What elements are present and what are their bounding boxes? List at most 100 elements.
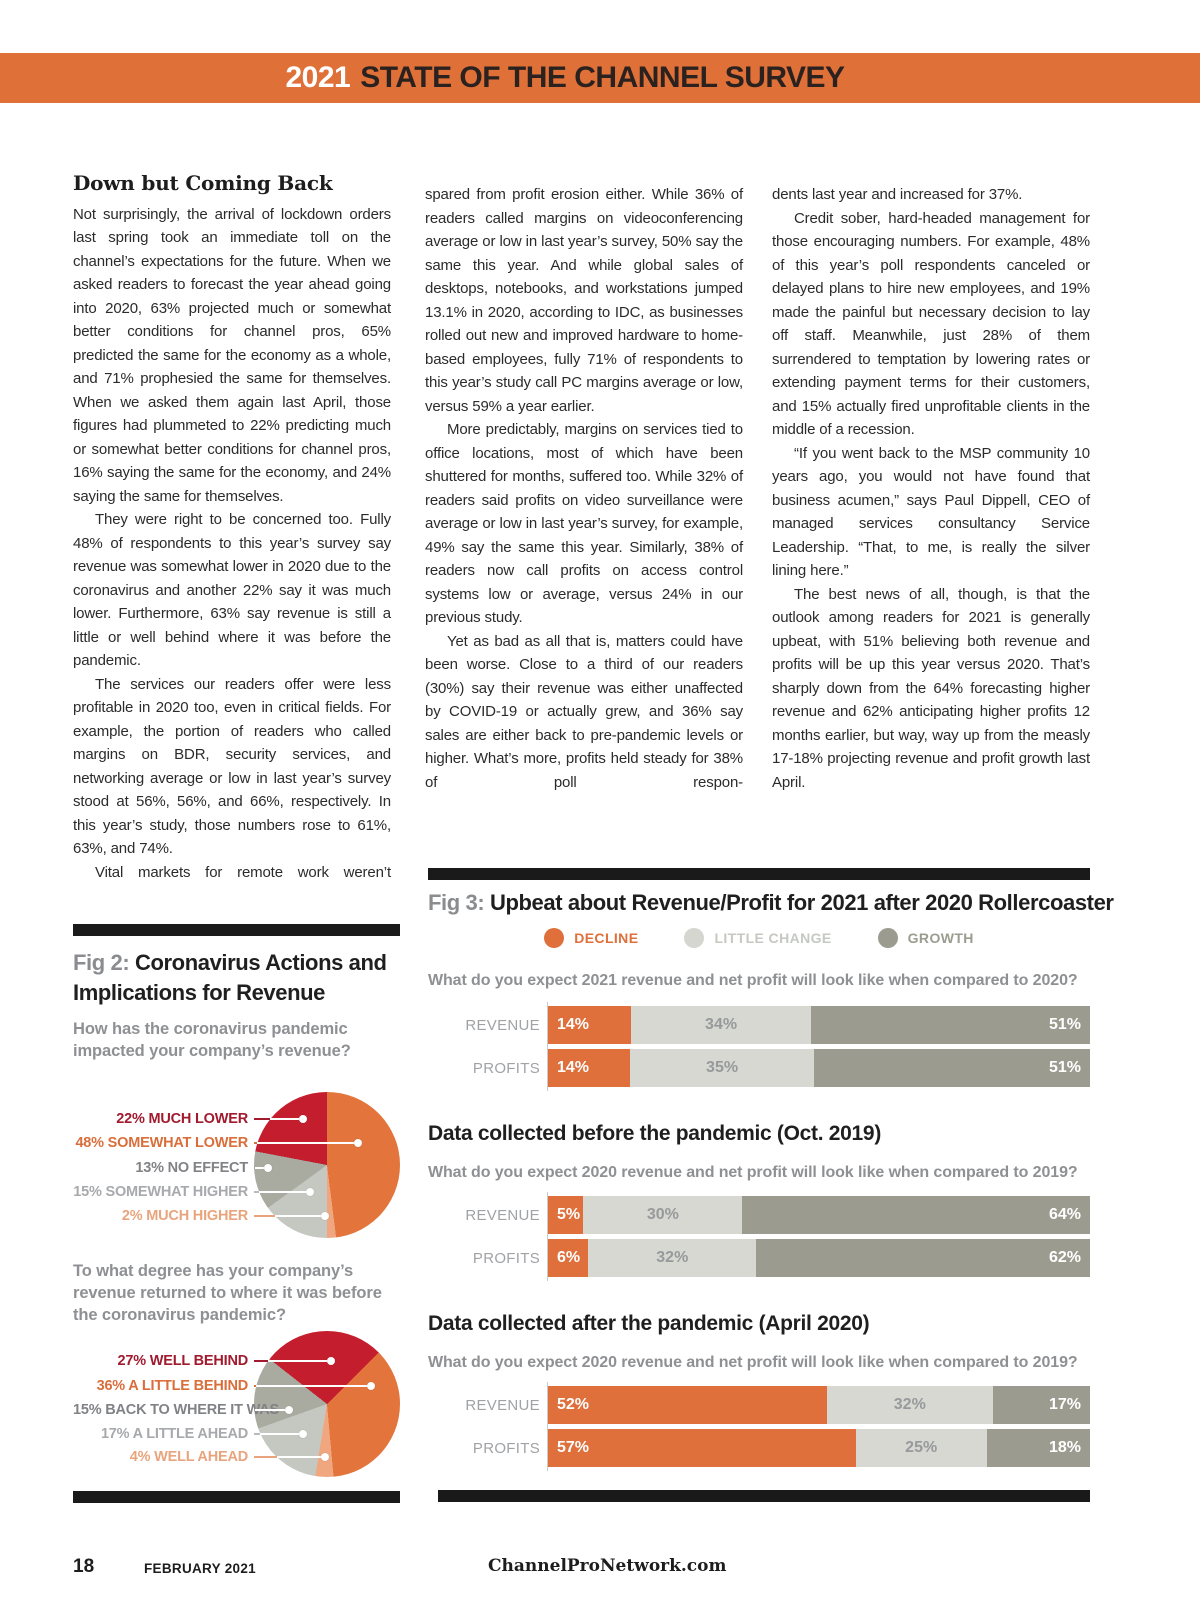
stacked-bar: 5% 30% 64% (548, 1196, 1090, 1234)
paragraph: The services our readers offer were less… (73, 675, 391, 858)
bar-segment-decline: 52% (548, 1386, 827, 1424)
figure-2-label: Fig 2: (73, 950, 130, 975)
pie-2-question: To what degree has your company’s revenu… (73, 1262, 382, 1324)
paragraph: Yet as bad as all that is, matters could… (425, 632, 743, 791)
leader-dot (306, 1188, 314, 1196)
website: ChannelProNetwork.com (488, 1556, 727, 1576)
legend-dot-little-change (684, 928, 705, 948)
leader-dot (321, 1212, 329, 1220)
leader-dot (367, 1382, 375, 1390)
bar-segment-decline: 5% (548, 1196, 584, 1234)
pie-slice-row: 2% MUCH HIGHER (73, 1204, 329, 1228)
bar-segment-decline: 14% (548, 1049, 631, 1087)
legend-label: DECLINE (574, 930, 639, 946)
leader-line (254, 1215, 321, 1217)
legend-item-decline: DECLINE (544, 928, 638, 948)
pie-slice-row: 4% WELL AHEAD (73, 1445, 329, 1469)
legend-label: GROWTH (907, 930, 974, 946)
legend-dot-decline (544, 928, 565, 948)
leader-line (254, 1118, 299, 1120)
figure-2-title-text: Coronavirus Actions and Implications for… (73, 950, 387, 1005)
leader-dot (299, 1115, 307, 1123)
leader-line (254, 1360, 327, 1362)
leader-line (254, 1433, 299, 1435)
banner-text: 2021 STATE OF THE CHANNEL SURVEY (285, 61, 845, 95)
figure-3-label: Fig 3: (428, 890, 485, 915)
pie-slice-label: 13% NO EFFECT (135, 1160, 248, 1176)
bar-row-label: REVENUE (465, 1396, 540, 1414)
paragraph: dents last year and increased for 37%. (772, 186, 1023, 203)
stacked-bar: 6% 32% 62% (548, 1239, 1090, 1277)
leader-dot (354, 1139, 362, 1147)
pie-slice-label: 36% A LITTLE BEHIND (96, 1378, 249, 1394)
stacked-bar: 14% 34% 51% (548, 1006, 1090, 1044)
bar-segment-decline: 6% (548, 1239, 589, 1277)
figure-2-top-rule (73, 924, 400, 936)
stacked-bar: 52% 32% 17% (548, 1386, 1090, 1424)
article-heading: Down but Coming Back (73, 171, 333, 195)
figure-2-bottom-rule (73, 1491, 400, 1503)
bar-row: PROFITS 57% 25% 18% (428, 1429, 1090, 1467)
page-number: 18 (73, 1556, 95, 1577)
bar-row-label: PROFITS (472, 1059, 540, 1077)
pie-chart-revenue-recovery (254, 1331, 400, 1477)
section-heading-after-pandemic: Data collected after the pandemic (April… (428, 1312, 870, 1335)
leader-line (254, 1409, 285, 1411)
bar-segment-growth: 51% (811, 1006, 1090, 1044)
figure-3: Fig 3: Upbeat about Revenue/Profit for 2… (428, 866, 1114, 1516)
pie-slice-label: 2% MUCH HIGHER (121, 1208, 248, 1224)
leader-line (254, 1142, 354, 1144)
figure-3-title: Fig 3: Upbeat about Revenue/Profit for 2… (428, 888, 1114, 918)
pie-1-question: How has the coronavirus pandemic impacte… (73, 1020, 351, 1060)
pie-slice-label: 17% A LITTLE AHEAD (100, 1426, 248, 1442)
stacked-bar: 14% 35% 51% (548, 1049, 1090, 1087)
leader-dot (327, 1357, 335, 1365)
pie-chart-1-area: 22% MUCH LOWER 48% SOMEWHAT LOWER 13% NO… (73, 1082, 400, 1248)
pie-slice-row: 13% NO EFFECT (73, 1156, 272, 1180)
figure-3-title-text: Upbeat about Revenue/Profit for 2021 aft… (489, 890, 1114, 915)
bar-row-label: PROFITS (472, 1439, 540, 1457)
paragraph: Not surprisingly, the arrival of lockdow… (73, 205, 391, 505)
figure-3-top-rule (428, 868, 1090, 880)
leader-line (254, 1456, 321, 1458)
bar-segment-growth: 18% (986, 1429, 1090, 1467)
pie-slice-row: 22% MUCH LOWER (73, 1107, 307, 1131)
paragraph: Credit sober, hard-headed management for… (772, 209, 1090, 439)
bar-segment-growth: 51% (813, 1049, 1090, 1087)
pie-slice-label: 4% WELL AHEAD (129, 1449, 248, 1465)
paragraph: Vital markets for remote work weren’t (95, 863, 391, 881)
pie-slice-row: 15% SOMEWHAT HIGHER (73, 1180, 314, 1204)
bar-chart-2-question: What do you expect 2020 revenue and net … (428, 1164, 1078, 1181)
legend-item-little-change: LITTLE CHANGE (684, 928, 831, 948)
bar-row: REVENUE 5% 30% 64% (428, 1196, 1090, 1234)
bar-segment-decline: 14% (548, 1006, 632, 1044)
figure-2-title: Fig 2: Coronavirus Actions and Implicati… (73, 948, 400, 1008)
legend-item-growth: GROWTH (877, 928, 974, 948)
pie-slice-label: 48% SOMEWHAT LOWER (75, 1135, 248, 1151)
pie-slice-label: 15% SOMEWHAT HIGHER (73, 1184, 248, 1200)
bar-segment-decline: 57% (548, 1429, 856, 1467)
paragraph: They were right to be concerned too. Ful… (73, 511, 391, 669)
paragraph: spared from profit erosion either. While… (425, 186, 743, 415)
bar-segment-growth: 64% (742, 1196, 1090, 1234)
banner-title: STATE OF THE CHANNEL SURVEY (360, 61, 845, 94)
article-column-2: spared from profit erosion either. While… (425, 183, 743, 794)
paragraph: “If you went back to the MSP community 1… (772, 444, 1090, 580)
pie-slice-label: 22% MUCH LOWER (116, 1111, 248, 1127)
figure-3-bottom-rule (438, 1490, 1090, 1502)
bar-segment-little-change: 25% (855, 1429, 987, 1467)
pie-slice-row: 27% WELL BEHIND (73, 1349, 335, 1373)
article-column-3: dents last year and increased for 37%. C… (772, 183, 1090, 794)
stacked-bar: 57% 25% 18% (548, 1429, 1090, 1467)
leader-dot (321, 1453, 329, 1461)
bar-segment-growth: 17% (992, 1386, 1090, 1424)
paragraph: More predictably, margins on services ti… (425, 421, 743, 626)
bar-chart-2021-vs-2020: REVENUE 14% 34% 51% PROFITS 14% 35% 51% (428, 1002, 1090, 1092)
banner-year: 2021 (285, 61, 351, 94)
bar-row-label: REVENUE (465, 1016, 540, 1034)
pie-slice-label: 27% WELL BEHIND (117, 1353, 249, 1369)
leader-dot (285, 1406, 293, 1414)
figure-2: Fig 2: Coronavirus Actions and Implicati… (73, 922, 400, 1522)
bar-chart-3-question: What do you expect 2020 revenue and net … (428, 1354, 1078, 1371)
